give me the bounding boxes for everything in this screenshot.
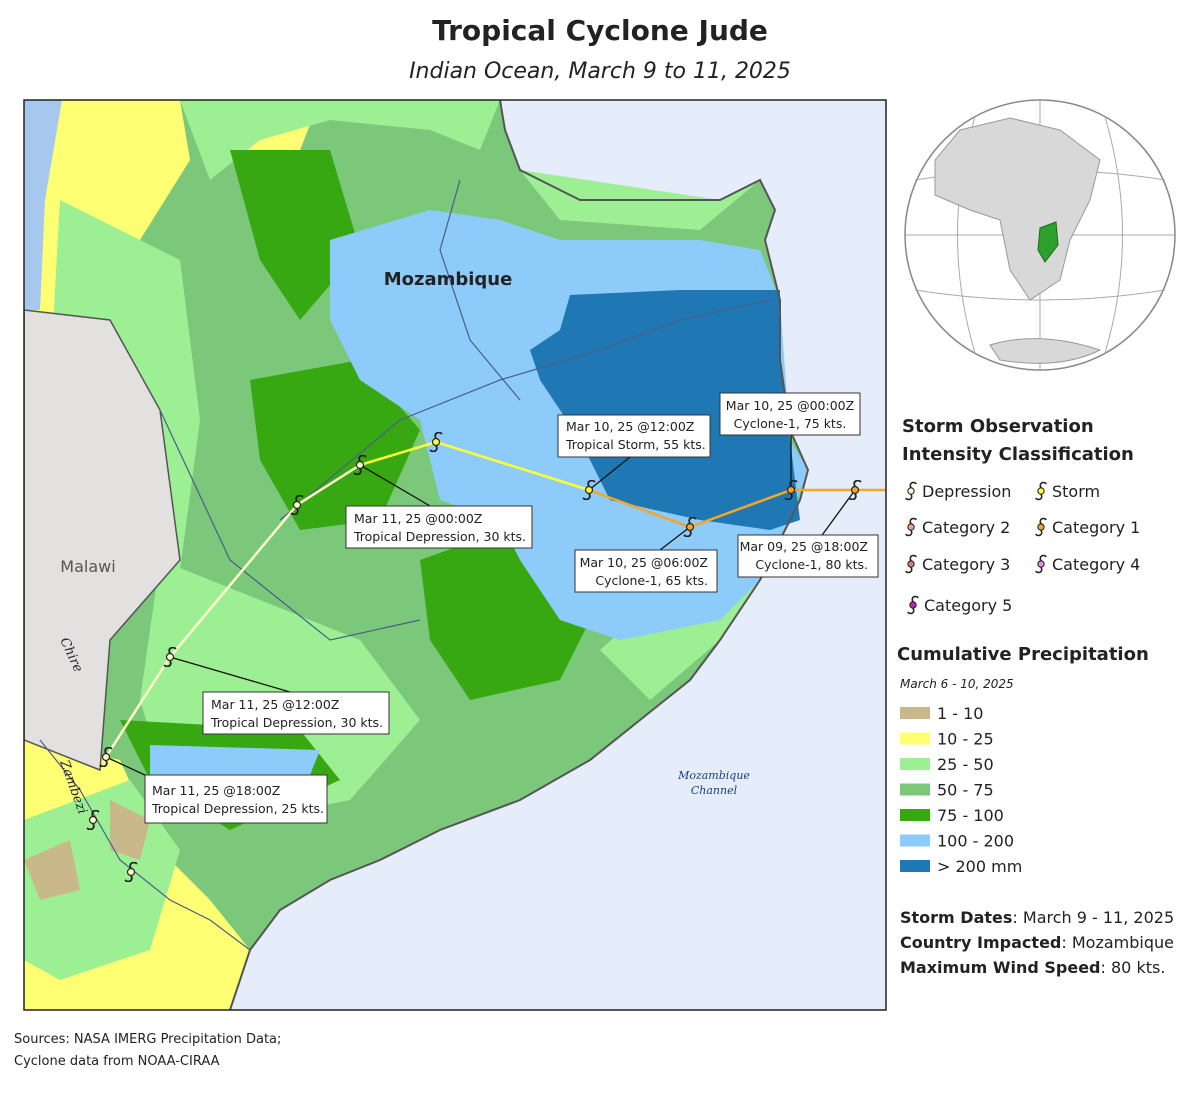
leader [359,464,431,507]
legend-label: Depression [922,482,1011,501]
source: Cyclone data from NOAA-CIRAA [14,1054,220,1069]
source: Sources: NASA IMERG Precipitation Data; [14,1032,281,1047]
obs-date: Mar 11, 25 @18:00Z [152,783,280,798]
callout: Mar 09, 25 @18:00Z Cyclone-1, 80 kts. [737,534,879,578]
legend-icon [1034,554,1048,574]
sea-label: Mozambique [677,769,750,782]
precip-200 [530,290,800,530]
neighbor-label: Malawi [60,557,115,576]
legend-swatch [900,732,930,745]
malawi [24,309,181,772]
leader [105,756,146,776]
storm-info: Storm Dates: March 9 - 11, 2025 Country I… [900,908,1174,977]
obs-desc: Tropical Depression, 30 kts. [210,715,383,730]
legend-label: Category 2 [922,518,1010,537]
legend-label: 75 - 100 [937,806,1004,825]
legend-label: 1 - 10 [937,704,983,723]
obs-date: Mar 11, 25 @12:00Z [211,697,339,712]
track-depression [104,463,361,758]
obs-desc: Cyclone-1, 75 kts. [734,416,847,431]
legend-label: Storm [1052,482,1100,501]
map-frame [23,99,887,1011]
map: Mar 09, 25 @18:00Z Cyclone-1, 80 kts. Mar… [24,100,886,1010]
info-label: Maximum Wind Speed [900,958,1101,977]
legend-title: Storm Observation [902,416,1094,437]
legend-label: Category 5 [924,596,1012,615]
info-line: Country Impacted: Mozambique [900,933,1174,952]
obs-date: Mar 09, 25 @18:00Z [740,539,868,554]
legend-icon [904,554,918,574]
obs-desc: Tropical Depression, 30 kts. [353,529,526,544]
legend-icon [906,595,920,615]
precip-10-25 [24,100,320,1010]
obs-desc: Cyclone-1, 80 kts. [755,557,868,572]
info-line: Maximum Wind Speed: 80 kts. [900,958,1165,977]
info-label: Country Impacted [900,933,1061,952]
callout: Mar 10, 25 @06:00Z Cyclone-1, 65 kts. [574,549,718,593]
legend-icon [904,517,918,537]
legend-swatch [900,758,930,770]
legend-swatch [900,707,930,719]
locator-globe [904,99,1176,371]
legend-label: 10 - 25 [937,730,994,749]
leader [169,656,291,693]
legend-swatch [900,860,930,872]
legend-label: 25 - 50 [937,755,994,774]
legend-icon [1034,481,1048,501]
rivers-borders [39,179,771,951]
obs-date: Mar 10, 25 @12:00Z [566,419,694,434]
legend-label: 50 - 75 [937,781,994,800]
callout: Mar 11, 25 @18:00Z Tropical Depression, 2… [144,774,328,824]
callout: Mar 11, 25 @00:00Z Tropical Depression, 3… [345,505,533,549]
callout: Mar 10, 25 @12:00Z Tropical Storm, 55 kts… [557,414,711,458]
callout: Mar 11, 25 @12:00Z Tropical Depression, 3… [202,691,390,735]
info-value: : March 9 - 11, 2025 [1012,908,1174,927]
legend-swatch [900,809,930,821]
title: Tropical Cyclone Jude [432,14,768,47]
legend-subtitle: March 6 - 10, 2025 [900,677,1014,691]
info-value: : 80 kts. [1101,958,1166,977]
legend-title: Cumulative Precipitation [897,644,1149,665]
leader [659,526,691,551]
sea-label: Channel [691,784,738,797]
country-label: Mozambique [384,269,513,290]
obs-desc: Tropical Depression, 25 kts. [151,801,324,816]
info-value: : Mozambique [1061,933,1174,952]
coastline [229,100,810,1010]
legend-label: Category 4 [1052,555,1140,574]
lake-malawi [24,100,62,310]
obs-date: Mar 10, 25 @06:00Z [580,555,708,570]
legend-icon [1034,517,1048,537]
obs-desc: Cyclone-1, 65 kts. [595,573,708,588]
legend-label: Category 3 [922,555,1010,574]
info-label: Storm Dates [900,908,1012,927]
precip-75-100 [120,150,600,830]
legend-label: 100 - 200 [937,832,1014,851]
legend-swatch [900,783,930,796]
subtitle: Indian Ocean, March 9 to 11, 2025 [409,59,791,84]
obs-date: Mar 11, 25 @00:00Z [354,511,482,526]
legend-icon [904,481,918,501]
leader [588,456,631,491]
storm-legend: Depression Storm Category 2 Category 1 Categ… [904,481,1140,615]
info-line: Storm Dates: March 9 - 11, 2025 [900,908,1174,927]
obs-desc: Tropical Storm, 55 kts. [565,437,706,452]
legend-label: > 200 mm [937,857,1022,876]
precip-legend: 1 - 10 10 - 25 25 - 50 50 - 75 75 - 100 100 -… [900,704,1022,876]
obs-date: Mar 10, 25 @00:00Z [726,398,854,413]
legend-title: Intensity Classification [902,444,1134,465]
precip-1-10 [24,800,150,900]
callout: Mar 10, 25 @00:00Z Cyclone-1, 75 kts. [719,392,861,436]
legend-swatch [900,834,930,847]
legend-label: Category 1 [1052,518,1140,537]
